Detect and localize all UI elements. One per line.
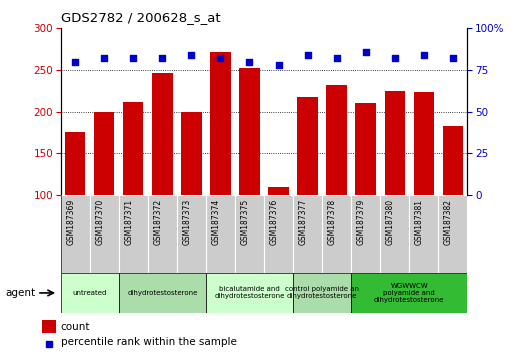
Bar bbox=[94, 112, 115, 195]
Bar bbox=[152, 73, 173, 195]
Text: GSM187376: GSM187376 bbox=[269, 199, 279, 245]
Bar bbox=[438, 195, 467, 273]
Bar bbox=[206, 273, 293, 313]
Bar bbox=[119, 195, 148, 273]
Bar bbox=[148, 195, 177, 273]
Point bbox=[361, 49, 370, 55]
Text: GSM187372: GSM187372 bbox=[153, 199, 163, 245]
Bar bbox=[293, 273, 351, 313]
Point bbox=[275, 62, 283, 68]
Point bbox=[245, 59, 254, 64]
Point bbox=[391, 56, 399, 61]
Bar bbox=[119, 273, 206, 313]
Bar bbox=[409, 195, 438, 273]
Point bbox=[216, 56, 225, 61]
Text: count: count bbox=[61, 322, 90, 332]
Bar bbox=[239, 68, 260, 195]
Text: GSM187378: GSM187378 bbox=[327, 199, 337, 245]
Bar bbox=[61, 273, 119, 313]
Text: GSM187370: GSM187370 bbox=[95, 199, 105, 245]
Bar bbox=[380, 195, 409, 273]
Text: GSM187377: GSM187377 bbox=[298, 199, 307, 245]
Text: GDS2782 / 200628_s_at: GDS2782 / 200628_s_at bbox=[61, 11, 220, 24]
Text: untreated: untreated bbox=[72, 290, 107, 296]
Bar bbox=[351, 273, 467, 313]
Bar bbox=[268, 187, 289, 195]
Point bbox=[71, 59, 80, 64]
Text: control polyamide an
dihydrotestosterone: control polyamide an dihydrotestosterone bbox=[285, 286, 359, 299]
Bar bbox=[326, 85, 347, 195]
Bar bbox=[65, 132, 86, 195]
Bar bbox=[90, 195, 119, 273]
Bar bbox=[442, 126, 463, 195]
Bar bbox=[351, 195, 380, 273]
Bar bbox=[293, 195, 322, 273]
Point bbox=[100, 56, 109, 61]
Bar bbox=[181, 112, 202, 195]
Bar bbox=[42, 320, 55, 333]
Bar bbox=[264, 195, 293, 273]
Bar bbox=[206, 195, 235, 273]
Bar bbox=[235, 195, 264, 273]
Point bbox=[129, 56, 138, 61]
Bar bbox=[123, 102, 144, 195]
Bar bbox=[355, 103, 376, 195]
Text: agent: agent bbox=[5, 288, 35, 298]
Text: GSM187379: GSM187379 bbox=[356, 199, 365, 245]
Text: percentile rank within the sample: percentile rank within the sample bbox=[61, 337, 237, 347]
Text: dihydrotestosterone: dihydrotestosterone bbox=[127, 290, 197, 296]
Bar bbox=[413, 92, 434, 195]
Point bbox=[449, 56, 457, 61]
Bar bbox=[297, 97, 318, 195]
Point bbox=[158, 56, 167, 61]
Text: GSM187375: GSM187375 bbox=[240, 199, 250, 245]
Text: GSM187373: GSM187373 bbox=[182, 199, 192, 245]
Point bbox=[187, 52, 196, 58]
Bar bbox=[384, 91, 405, 195]
Text: GSM187374: GSM187374 bbox=[211, 199, 221, 245]
Text: GSM187369: GSM187369 bbox=[66, 199, 76, 245]
Text: GSM187380: GSM187380 bbox=[385, 199, 395, 245]
Text: bicalutamide and
dihydrotestosterone: bicalutamide and dihydrotestosterone bbox=[214, 286, 285, 299]
Point bbox=[420, 52, 428, 58]
Bar bbox=[61, 195, 90, 273]
Bar bbox=[210, 52, 231, 195]
Text: GSM187382: GSM187382 bbox=[444, 199, 453, 245]
Bar bbox=[322, 195, 351, 273]
Text: GSM187371: GSM187371 bbox=[124, 199, 133, 245]
Point bbox=[303, 52, 312, 58]
Point bbox=[333, 56, 341, 61]
Text: GSM187381: GSM187381 bbox=[414, 199, 424, 245]
Text: WGWWCW
polyamide and
dihydrotestosterone: WGWWCW polyamide and dihydrotestosterone bbox=[374, 283, 445, 303]
Bar bbox=[177, 195, 206, 273]
